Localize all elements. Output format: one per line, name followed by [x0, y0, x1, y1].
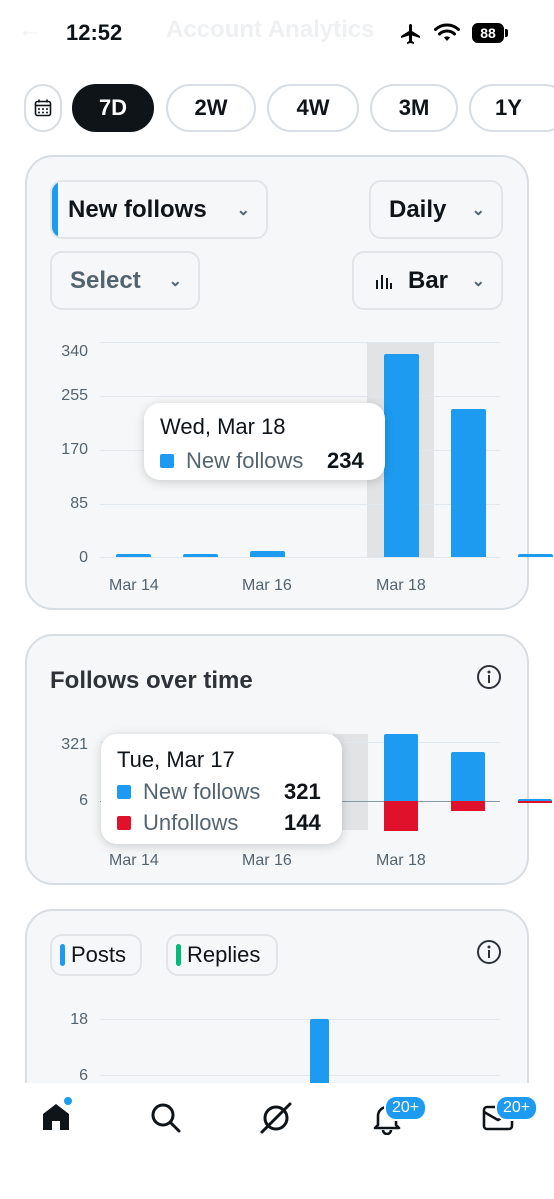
chart-bar-unfollows[interactable] [384, 801, 418, 831]
chart-type-dropdown[interactable]: Bar ⌄ [352, 251, 503, 310]
chart-bar-unfollows[interactable] [518, 801, 552, 803]
chart1-tooltip: Wed, Mar 18 New follows 234 [144, 403, 385, 480]
grid-line [100, 396, 500, 397]
legend-label: Replies [187, 942, 261, 967]
y-tick-label: 18 [70, 1011, 88, 1028]
card-title: Follows over time [50, 667, 253, 694]
chart-bar[interactable] [250, 550, 285, 557]
interval-dropdown[interactable]: Daily ⌄ [369, 180, 503, 239]
calendar-icon [34, 99, 52, 117]
page-title: Account Analytics [166, 16, 375, 43]
chevron-down-icon: ⌄ [471, 201, 485, 219]
unread-dot [64, 1097, 72, 1105]
status-time: 12:52 [66, 20, 123, 45]
y-tick-label: 6 [79, 792, 88, 809]
metric-color-bar [52, 182, 58, 237]
home-icon[interactable] [40, 1101, 72, 1133]
tooltip-series: New follows [143, 779, 261, 804]
compare-dropdown[interactable]: Select ⌄ [50, 251, 200, 310]
range-chip-2w[interactable]: 2W [166, 84, 256, 132]
y-tick-label: 321 [61, 736, 88, 753]
chart-bar-new-follows[interactable] [451, 752, 485, 801]
chart-bar[interactable] [183, 554, 218, 557]
tooltip-value: 321 [284, 779, 321, 804]
wifi-icon [434, 23, 460, 41]
series-swatch [117, 816, 131, 830]
chart2-tooltip: Tue, Mar 17 New follows 321 Unfollows 14… [101, 734, 342, 844]
grid-line [100, 1019, 500, 1020]
legend-color-bar [176, 944, 181, 966]
grid-line [100, 1075, 500, 1076]
back-icon[interactable]: ← [18, 16, 42, 43]
y-tick-label: 340 [61, 343, 88, 360]
grid-line [100, 557, 500, 558]
tooltip-date: Wed, Mar 18 [160, 414, 286, 439]
chevron-down-icon: ⌄ [168, 272, 182, 290]
notifications-badge: 20+ [384, 1095, 428, 1121]
compare-label: Select [70, 266, 141, 294]
x-tick-label: Mar 14 [109, 577, 159, 594]
metric-dropdown[interactable]: New follows ⌄ [50, 180, 268, 239]
tooltip-date: Tue, Mar 17 [117, 747, 235, 772]
x-tick-label: Mar 18 [376, 852, 426, 869]
series-swatch [160, 454, 174, 468]
messages-badge: 20+ [495, 1095, 539, 1121]
chart-bar[interactable] [518, 554, 553, 557]
legend-chip-posts[interactable]: Posts [50, 934, 142, 976]
interval-label: Daily [389, 195, 447, 223]
search-icon[interactable] [149, 1101, 183, 1135]
metric-label: New follows [68, 195, 207, 223]
tooltip-series: Unfollows [143, 810, 239, 835]
date-picker-button[interactable] [24, 84, 62, 132]
series-swatch [117, 785, 131, 799]
info-icon[interactable] [476, 939, 502, 965]
tooltip-value: 144 [284, 810, 321, 835]
chart-bar[interactable] [451, 409, 486, 557]
legend-chip-replies[interactable]: Replies [166, 934, 278, 976]
grid-line [100, 342, 500, 343]
y-tick-label: 85 [70, 495, 88, 512]
x-tick-label: Mar 16 [242, 577, 292, 594]
chart-type-label: Bar [408, 266, 449, 294]
airplane-icon [401, 24, 420, 44]
chart-bar-new-follows[interactable] [384, 734, 418, 801]
tooltip-series: New follows [186, 448, 304, 473]
chart-bar [310, 1019, 329, 1089]
range-chip-4w[interactable]: 4W [267, 84, 359, 132]
legend-color-bar [60, 944, 65, 966]
legend-label: Posts [71, 942, 127, 967]
y-tick-label: 255 [61, 387, 88, 404]
range-chip-7d[interactable]: 7D [72, 84, 154, 132]
y-tick-label: 170 [61, 441, 88, 458]
chart-bar[interactable] [384, 354, 419, 557]
chevron-down-icon: ⌄ [236, 201, 250, 219]
tooltip-value: 234 [327, 448, 364, 473]
tab-bar [0, 1083, 554, 1199]
chart-bar[interactable] [116, 554, 151, 557]
grid-line [100, 504, 500, 505]
x-tick-label: Mar 16 [242, 852, 292, 869]
range-chip-3m[interactable]: 3M [370, 84, 458, 132]
grok-icon[interactable] [258, 1100, 294, 1136]
x-tick-label: Mar 14 [109, 852, 159, 869]
chart-bar-unfollows[interactable] [451, 801, 485, 811]
range-chip-1y[interactable]: 1Y [469, 84, 554, 132]
chart-bar-new-follows[interactable] [518, 799, 552, 801]
y-tick-label: 6 [79, 1067, 88, 1084]
battery-indicator: 88 [472, 23, 504, 43]
bar-chart-icon [376, 274, 392, 289]
x-tick-label: Mar 18 [376, 577, 426, 594]
info-icon[interactable] [476, 664, 502, 690]
battery-tip [505, 29, 508, 37]
chevron-down-icon: ⌄ [471, 272, 485, 290]
y-tick-label: 0 [79, 549, 88, 566]
